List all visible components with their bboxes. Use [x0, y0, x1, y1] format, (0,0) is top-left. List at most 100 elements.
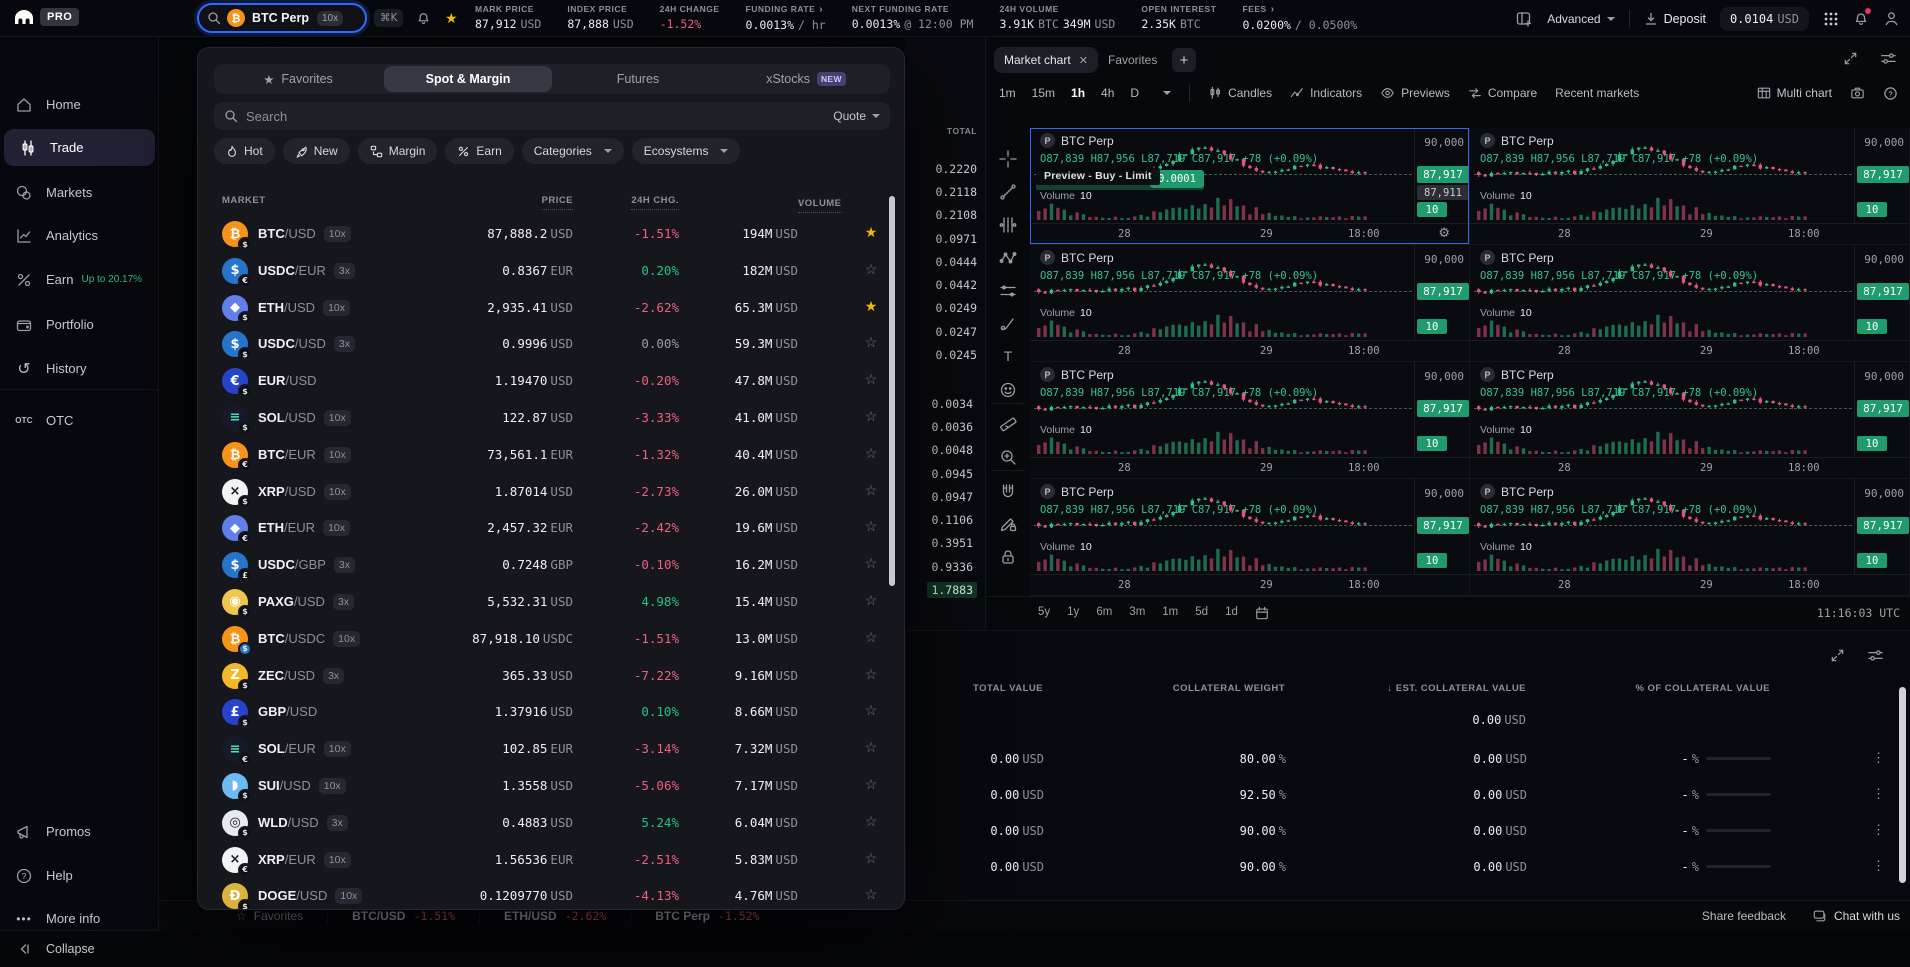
collateral-row[interactable]: 0.00 USD 90.00% 0.00 USD -% ⋮	[990, 858, 1885, 874]
range-button[interactable]: 1d	[1225, 606, 1238, 618]
advanced-mode-dropdown[interactable]: Advanced	[1547, 12, 1615, 26]
expand-icon[interactable]	[1829, 647, 1846, 664]
filter-chip[interactable]: Earn	[445, 138, 514, 164]
sidebar-item-promos[interactable]: Promos	[0, 813, 159, 850]
chart-cell[interactable]: P BTC Perp O87,839 H87,956 L87,719 C87,91…	[1470, 479, 1910, 596]
brush-tool-icon[interactable]	[999, 315, 1017, 333]
wallet-balance[interactable]: 0.0104 USD	[1719, 6, 1809, 31]
orderbook-ask-row[interactable]: 0.2108	[935, 208, 977, 223]
price-axis[interactable]: 90,000 87,917 87,911 10	[1414, 479, 1469, 574]
chart-cell[interactable]: P BTC Perp O87,839 H87,956 L87,719 C87,91…	[1030, 128, 1470, 245]
market-row[interactable]: ◗ $ SUI/USD 10x 1.3558 USD -5.06% 7.17M USD …	[198, 768, 904, 805]
favorite-star-toggle[interactable]: ★☆	[862, 261, 880, 278]
favorite-star-toggle[interactable]: ★☆	[862, 518, 880, 535]
sidebar-collapse-button[interactable]: Collapse	[0, 930, 159, 967]
price-axis[interactable]: 90,000 87,917 87,911 10	[1854, 362, 1909, 457]
collateral-row[interactable]: 0.00 USD 80.00% 0.00 USD -% ⋮	[990, 750, 1885, 766]
go-to-date-calendar-icon[interactable]	[1255, 606, 1269, 620]
sidebar-item-otc[interactable]: OTC OTC	[0, 402, 159, 439]
recent-markets-button[interactable]: Recent markets	[1555, 86, 1640, 100]
ticker-favorites[interactable]: ☆ Favorites	[236, 908, 304, 923]
orderbook-ask-row[interactable]: 0.2220	[935, 161, 977, 176]
search-input[interactable]	[246, 108, 834, 124]
range-button[interactable]: 5y	[1038, 606, 1051, 618]
market-row[interactable]: Ð $ DOGE/USD 10x 0.1209770 USD -4.13% 4.76M…	[198, 878, 904, 909]
chevron-down-icon[interactable]	[1163, 91, 1172, 99]
lock-all-tool-icon[interactable]	[999, 548, 1017, 566]
orderbook-bid-row[interactable]: 0.0034	[931, 396, 973, 411]
market-row[interactable]: ◆ $ ETH/USD 10x 2,935.41 USD -2.62% 65.3M US…	[198, 290, 904, 327]
time-axis[interactable]: 28 29 18:00 ⚙	[1030, 223, 1469, 244]
filter-chip[interactable]: New	[282, 138, 350, 164]
favorite-star-toggle[interactable]: ★☆	[862, 224, 880, 241]
expand-icon[interactable]	[1842, 50, 1859, 67]
tab-futures[interactable]: Futures	[616, 72, 660, 86]
market-row[interactable]: ₿ € BTC/EUR 10x 73,561.1 EUR -1.32% 40.4M US…	[198, 437, 904, 474]
multi-chart-button[interactable]: Multi chart	[1757, 86, 1832, 100]
ticker-item[interactable]: ETH/USD -2.62%	[479, 908, 606, 923]
time-axis[interactable]: 28 29 18:00 ⚙	[1470, 457, 1909, 478]
chart-cell[interactable]: P BTC Perp O87,839 H87,956 L87,719 C87,91…	[1030, 362, 1470, 479]
chart-help-icon[interactable]: ?	[1883, 86, 1898, 101]
scrollbar-thumb[interactable]	[1899, 687, 1906, 883]
ticker-item[interactable]: BTC Perp -1.52%	[630, 908, 759, 923]
filter-chip[interactable]: Margin	[357, 138, 438, 164]
orderbook-bid-row[interactable]: 0.9336	[931, 559, 973, 574]
timeframe-button[interactable]: D	[1130, 86, 1140, 100]
ticker-item[interactable]: BTC/USD -1.51%	[327, 908, 455, 923]
market-row[interactable]: ◉ $ PAXG/USD 3x 5,532.31 USD 4.98% 15.4M USD…	[198, 584, 904, 621]
magnet-tool-icon[interactable]	[999, 482, 1017, 500]
favorite-star-toggle[interactable]: ★☆	[862, 850, 880, 867]
chart-settings-gear-icon[interactable]: ⚙	[1438, 226, 1450, 241]
favorite-star-toggle[interactable]: ★☆	[862, 702, 880, 719]
tab-spot-margin[interactable]: Spot & Margin	[384, 66, 552, 92]
tab-favorites[interactable]: ★ Favorites	[263, 72, 333, 87]
market-row[interactable]: ≡ € SOL/EUR 10x 102.85 EUR -3.14% 7.32M USD …	[198, 731, 904, 768]
timeframe-button[interactable]: 1h	[1071, 86, 1086, 100]
orderbook-bid-row[interactable]: 0.0947	[931, 489, 973, 504]
apps-grid-icon[interactable]	[1823, 11, 1839, 27]
share-feedback-link[interactable]: Share feedback	[1701, 909, 1786, 923]
close-icon[interactable]: ✕	[1078, 54, 1088, 67]
price-alert-bell-icon[interactable]	[416, 10, 431, 26]
chevron-right-icon[interactable]: ›	[819, 4, 824, 15]
favorite-star-toggle[interactable]: ★☆	[862, 886, 880, 903]
favorite-star-toggle[interactable]: ★☆	[862, 298, 880, 315]
favorite-star-toggle[interactable]: ★☆	[862, 776, 880, 793]
orderbook-ask-row[interactable]: 0.0245	[935, 348, 977, 363]
sidebar-item-trade[interactable]: Trade	[4, 129, 155, 166]
sidebar-item-markets[interactable]: Markets	[0, 174, 159, 211]
favorite-star-toggle[interactable]: ★☆	[862, 445, 880, 462]
price-axis[interactable]: 90,000 87,917 87,911 10	[1854, 479, 1909, 574]
orderbook-ask-row[interactable]: 0.0444	[935, 254, 977, 269]
orderbook-bid-row[interactable]: 0.1106	[931, 513, 973, 528]
column-header-price[interactable]: PRICE	[541, 195, 573, 210]
time-axis[interactable]: 28 29 18:00 ⚙	[1470, 223, 1909, 244]
favorite-market-star-icon[interactable]: ★	[445, 10, 458, 26]
orderbook-ask-row[interactable]: 0.0442	[935, 278, 977, 293]
time-axis[interactable]: 28 29 18:00 ⚙	[1470, 574, 1909, 595]
chart-cell[interactable]: P BTC Perp O87,839 H87,956 L87,719 C87,91…	[1470, 128, 1910, 245]
column-header-est-collateral-value[interactable]: ↓ EST. COLLATERAL VALUE	[1387, 683, 1526, 694]
chart-cell[interactable]: P BTC Perp O87,839 H87,956 L87,719 C87,91…	[1470, 362, 1910, 479]
market-row[interactable]: ₿ $ BTC/USD 10x 87,888.2 USD -1.51% 194M USD…	[198, 216, 904, 253]
market-row[interactable]: ◆ € ETH/EUR 10x 2,457.32 EUR -2.42% 19.6M US…	[198, 510, 904, 547]
orderbook-bid-row[interactable]: 1.7883	[905, 578, 985, 601]
timeframe-button[interactable]: 15m	[1031, 86, 1056, 100]
sidebar-item-portfolio[interactable]: Portfolio	[0, 306, 159, 343]
favorite-star-toggle[interactable]: ★☆	[862, 408, 880, 425]
orderbook-bid-row[interactable]: 0.0945	[931, 466, 973, 481]
sidebar-item-help[interactable]: ? Help	[0, 857, 159, 894]
market-row[interactable]: $ £ USDC/GBP 3x 0.7248 GBP -0.10% 16.2M USD …	[198, 547, 904, 584]
emoji-tool-icon[interactable]	[999, 381, 1017, 399]
market-search-pill[interactable]: ₿ BTC Perp 10x	[197, 3, 367, 33]
notifications-bell-icon[interactable]	[1853, 8, 1871, 27]
sidebar-item-analytics[interactable]: Analytics	[0, 217, 159, 254]
market-row[interactable]: ≡ $ SOL/USD 10x 122.87 USD -3.33% 41.0M USD …	[198, 400, 904, 437]
range-button[interactable]: 3m	[1129, 606, 1146, 618]
orderbook-bid-row[interactable]: 0.3951	[931, 536, 973, 551]
orderbook-bid-row[interactable]: 0.0036	[931, 419, 973, 434]
